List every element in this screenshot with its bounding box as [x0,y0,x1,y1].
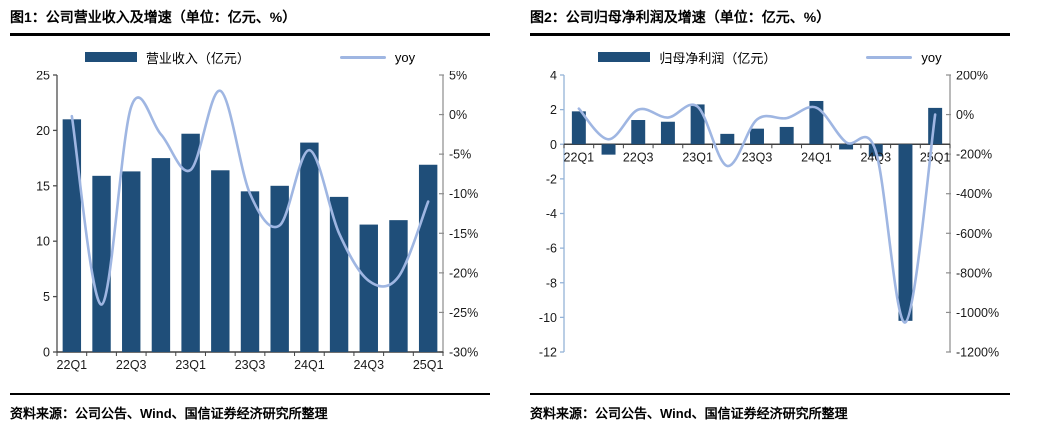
svg-text:-200%: -200% [956,148,992,162]
svg-text:-25%: -25% [449,306,478,320]
svg-text:15: 15 [36,179,50,193]
source-text: 公司公告、Wind、国信证券经济研究所整理 [75,406,328,422]
svg-text:22Q1: 22Q1 [564,150,595,164]
svg-text:5%: 5% [449,71,467,83]
svg-text:0: 0 [43,346,50,360]
figure-2-panel: 图2：公司归母净利润及增速（单位：亿元、%） 归母净利润（亿元） yoy 200… [530,8,1010,422]
svg-text:24Q1: 24Q1 [801,150,832,164]
legend-label-yoy: yoy [394,49,416,65]
svg-text:-1000%: -1000% [956,306,999,320]
svg-text:10: 10 [36,235,50,249]
line-swatch-icon [339,55,386,59]
svg-text:25Q1: 25Q1 [920,150,951,164]
svg-text:-10: -10 [539,311,557,325]
svg-text:-1200%: -1200% [956,346,999,360]
svg-text:-600%: -600% [956,227,992,241]
figure-2-source: 资料来源：公司公告、Wind、国信证券经济研究所整理 [530,393,1010,422]
figure-2-title: 图2：公司归母净利润及增速（单位：亿元、%） [530,8,1010,37]
legend-item-net-profit: 归母净利润（亿元） [598,48,776,67]
figure-1-title: 图1：公司营业收入及增速（单位：亿元、%） [10,8,490,37]
svg-text:0: 0 [550,138,557,152]
svg-text:25: 25 [36,71,50,83]
svg-text:24Q1: 24Q1 [294,358,325,372]
svg-text:-400%: -400% [956,187,992,201]
svg-text:0%: 0% [449,108,467,122]
svg-text:-2: -2 [546,173,557,187]
legend-label-yoy: yoy [921,49,942,65]
svg-text:24Q3: 24Q3 [353,358,384,372]
legend-item-yoy: yoy [866,49,942,65]
svg-text:22Q1: 22Q1 [57,358,88,372]
figure-2-legend: 归母净利润（亿元） yoy [530,48,1010,67]
svg-text:23Q1: 23Q1 [175,358,206,372]
svg-text:22Q3: 22Q3 [116,358,147,372]
svg-text:-6: -6 [546,242,557,256]
source-label: 资料来源： [10,406,76,422]
svg-text:2: 2 [550,103,557,117]
revenue-chart: 5% 0% -5% -10% -15% -20% -25% -30% 25 20 15 10 5 0 22Q… [36,71,478,372]
svg-text:24Q3: 24Q3 [860,150,891,164]
source-label: 资料来源： [530,406,596,422]
svg-text:-12: -12 [539,346,557,360]
legend-label-revenue: 营业收入（亿元） [145,50,250,66]
svg-text:23Q1: 23Q1 [682,150,713,164]
legend-item-yoy: yoy [339,49,416,65]
svg-text:-10%: -10% [449,187,478,201]
svg-text:-4: -4 [546,207,557,221]
svg-text:-20%: -20% [449,267,478,281]
figure-1-source: 资料来源：公司公告、Wind、国信证券经济研究所整理 [10,393,490,422]
line-swatch-icon [866,55,913,59]
svg-text:4: 4 [550,71,557,83]
bar-swatch-icon [84,52,137,63]
svg-text:22Q3: 22Q3 [623,150,654,164]
net-profit-chart: 200% 0% -200% -400% -600% -800% -1000% -1200% 4 2… [539,71,999,360]
svg-text:-15%: -15% [449,227,478,241]
svg-text:-5%: -5% [449,148,471,162]
svg-text:25Q1: 25Q1 [413,358,444,372]
svg-text:20: 20 [36,124,50,138]
figure-1-panel: 图1：公司营业收入及增速（单位：亿元、%） 营业收入（亿元） yoy 5% 0% -… [10,8,490,422]
legend-item-revenue: 营业收入（亿元） [84,48,250,67]
svg-text:-800%: -800% [956,267,992,281]
svg-text:5: 5 [43,290,50,304]
svg-text:23Q3: 23Q3 [742,150,773,164]
svg-text:0%: 0% [956,108,974,122]
svg-text:-8: -8 [546,276,557,290]
bar-swatch-icon [598,52,651,63]
source-text: 公司公告、Wind、国信证券经济研究所整理 [595,406,848,422]
figure-1-legend: 营业收入（亿元） yoy [10,48,490,67]
svg-text:200%: 200% [956,71,988,83]
svg-text:23Q3: 23Q3 [235,358,266,372]
svg-text:-30%: -30% [449,346,478,360]
legend-label-net-profit: 归母净利润（亿元） [659,50,777,66]
